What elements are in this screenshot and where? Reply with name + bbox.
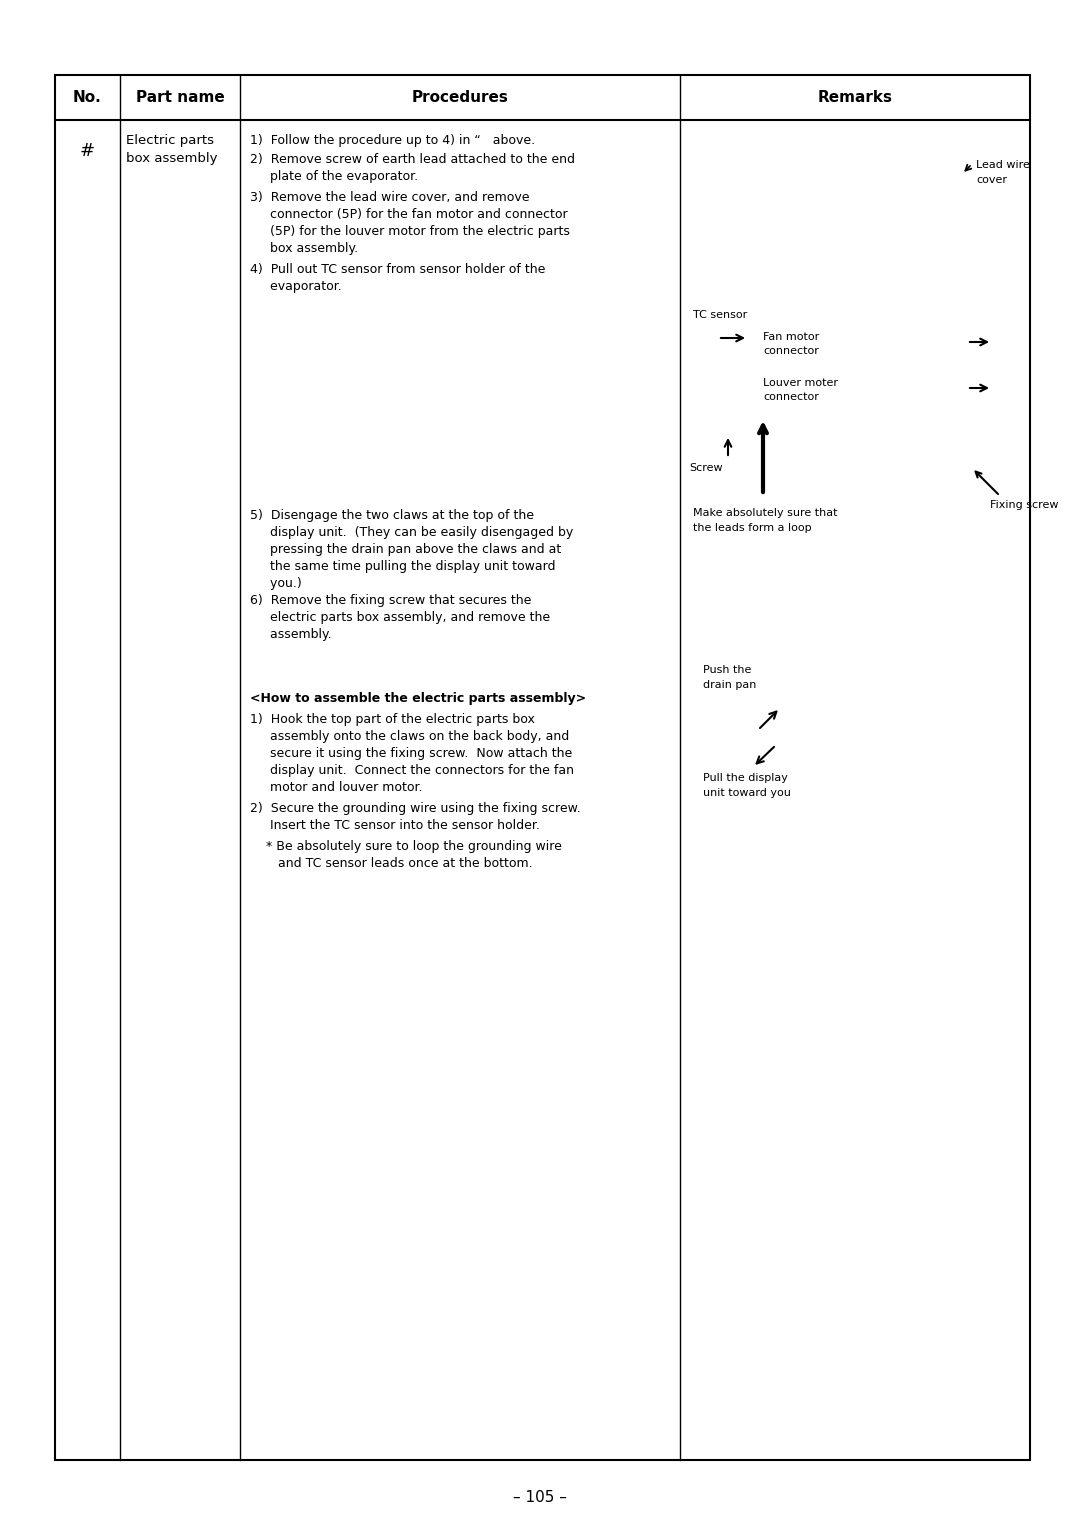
Text: unit toward you: unit toward you xyxy=(703,788,791,798)
Text: 6)  Remove the fixing screw that secures the: 6) Remove the fixing screw that secures … xyxy=(249,594,531,607)
Text: cover: cover xyxy=(976,176,1007,185)
Text: Pull the display: Pull the display xyxy=(703,773,788,782)
Text: assembly.: assembly. xyxy=(249,628,332,642)
Text: display unit.  (They can be easily disengaged by: display unit. (They can be easily diseng… xyxy=(249,526,573,539)
Text: pressing the drain pan above the claws and at: pressing the drain pan above the claws a… xyxy=(249,542,562,556)
Text: 5)  Disengage the two claws at the top of the: 5) Disengage the two claws at the top of… xyxy=(249,509,534,523)
Text: 3)  Remove the lead wire cover, and remove: 3) Remove the lead wire cover, and remov… xyxy=(249,191,529,205)
Text: drain pan: drain pan xyxy=(703,680,756,691)
Text: Make absolutely sure that: Make absolutely sure that xyxy=(693,507,837,518)
Text: Louver moter: Louver moter xyxy=(762,377,838,388)
Text: 1)  Hook the top part of the electric parts box: 1) Hook the top part of the electric par… xyxy=(249,714,535,726)
Text: display unit.  Connect the connectors for the fan: display unit. Connect the connectors for… xyxy=(249,764,573,778)
Text: – 105 –: – 105 – xyxy=(513,1490,567,1505)
Text: Procedures: Procedures xyxy=(411,90,509,105)
Text: electric parts box assembly, and remove the: electric parts box assembly, and remove … xyxy=(249,611,550,623)
Text: 2)  Remove screw of earth lead attached to the end: 2) Remove screw of earth lead attached t… xyxy=(249,153,575,167)
Text: secure it using the fixing screw.  Now attach the: secure it using the fixing screw. Now at… xyxy=(249,747,572,759)
Text: 4)  Pull out TC sensor from sensor holder of the: 4) Pull out TC sensor from sensor holder… xyxy=(249,263,545,277)
Text: Screw: Screw xyxy=(689,463,723,474)
Text: evaporator.: evaporator. xyxy=(249,280,341,293)
Text: and TC sensor leads once at the bottom.: and TC sensor leads once at the bottom. xyxy=(249,857,532,869)
Text: Part name: Part name xyxy=(136,90,225,105)
Text: Insert the TC sensor into the sensor holder.: Insert the TC sensor into the sensor hol… xyxy=(249,819,540,833)
Text: <How to assemble the electric parts assembly>: <How to assemble the electric parts asse… xyxy=(249,692,586,704)
Text: * Be absolutely sure to loop the grounding wire: * Be absolutely sure to loop the groundi… xyxy=(249,840,562,853)
Text: motor and louver motor.: motor and louver motor. xyxy=(249,781,422,795)
Text: the same time pulling the display unit toward: the same time pulling the display unit t… xyxy=(249,559,555,573)
Text: connector: connector xyxy=(762,345,819,356)
Text: you.): you.) xyxy=(249,578,301,590)
Text: (5P) for the louver motor from the electric parts: (5P) for the louver motor from the elect… xyxy=(249,225,570,238)
Text: Lead wire: Lead wire xyxy=(976,160,1030,170)
Text: box assembly.: box assembly. xyxy=(249,241,359,255)
Text: Remarks: Remarks xyxy=(818,90,892,105)
Text: Electric parts
box assembly: Electric parts box assembly xyxy=(126,134,217,165)
Text: No.: No. xyxy=(73,90,102,105)
Text: Fan motor: Fan motor xyxy=(762,332,820,342)
Text: 1)  Follow the procedure up to 4) in “   above.: 1) Follow the procedure up to 4) in “ ab… xyxy=(249,134,535,147)
Text: connector (5P) for the fan motor and connector: connector (5P) for the fan motor and con… xyxy=(249,208,568,222)
Text: TC sensor: TC sensor xyxy=(693,310,747,319)
Text: #: # xyxy=(80,142,95,160)
Text: the leads form a loop: the leads form a loop xyxy=(693,523,812,533)
Text: Push the: Push the xyxy=(703,665,752,675)
Text: 2)  Secure the grounding wire using the fixing screw.: 2) Secure the grounding wire using the f… xyxy=(249,802,581,814)
Text: assembly onto the claws on the back body, and: assembly onto the claws on the back body… xyxy=(249,730,569,743)
Text: connector: connector xyxy=(762,393,819,402)
Text: Fixing screw: Fixing screw xyxy=(990,500,1058,510)
Text: plate of the evaporator.: plate of the evaporator. xyxy=(249,170,418,183)
